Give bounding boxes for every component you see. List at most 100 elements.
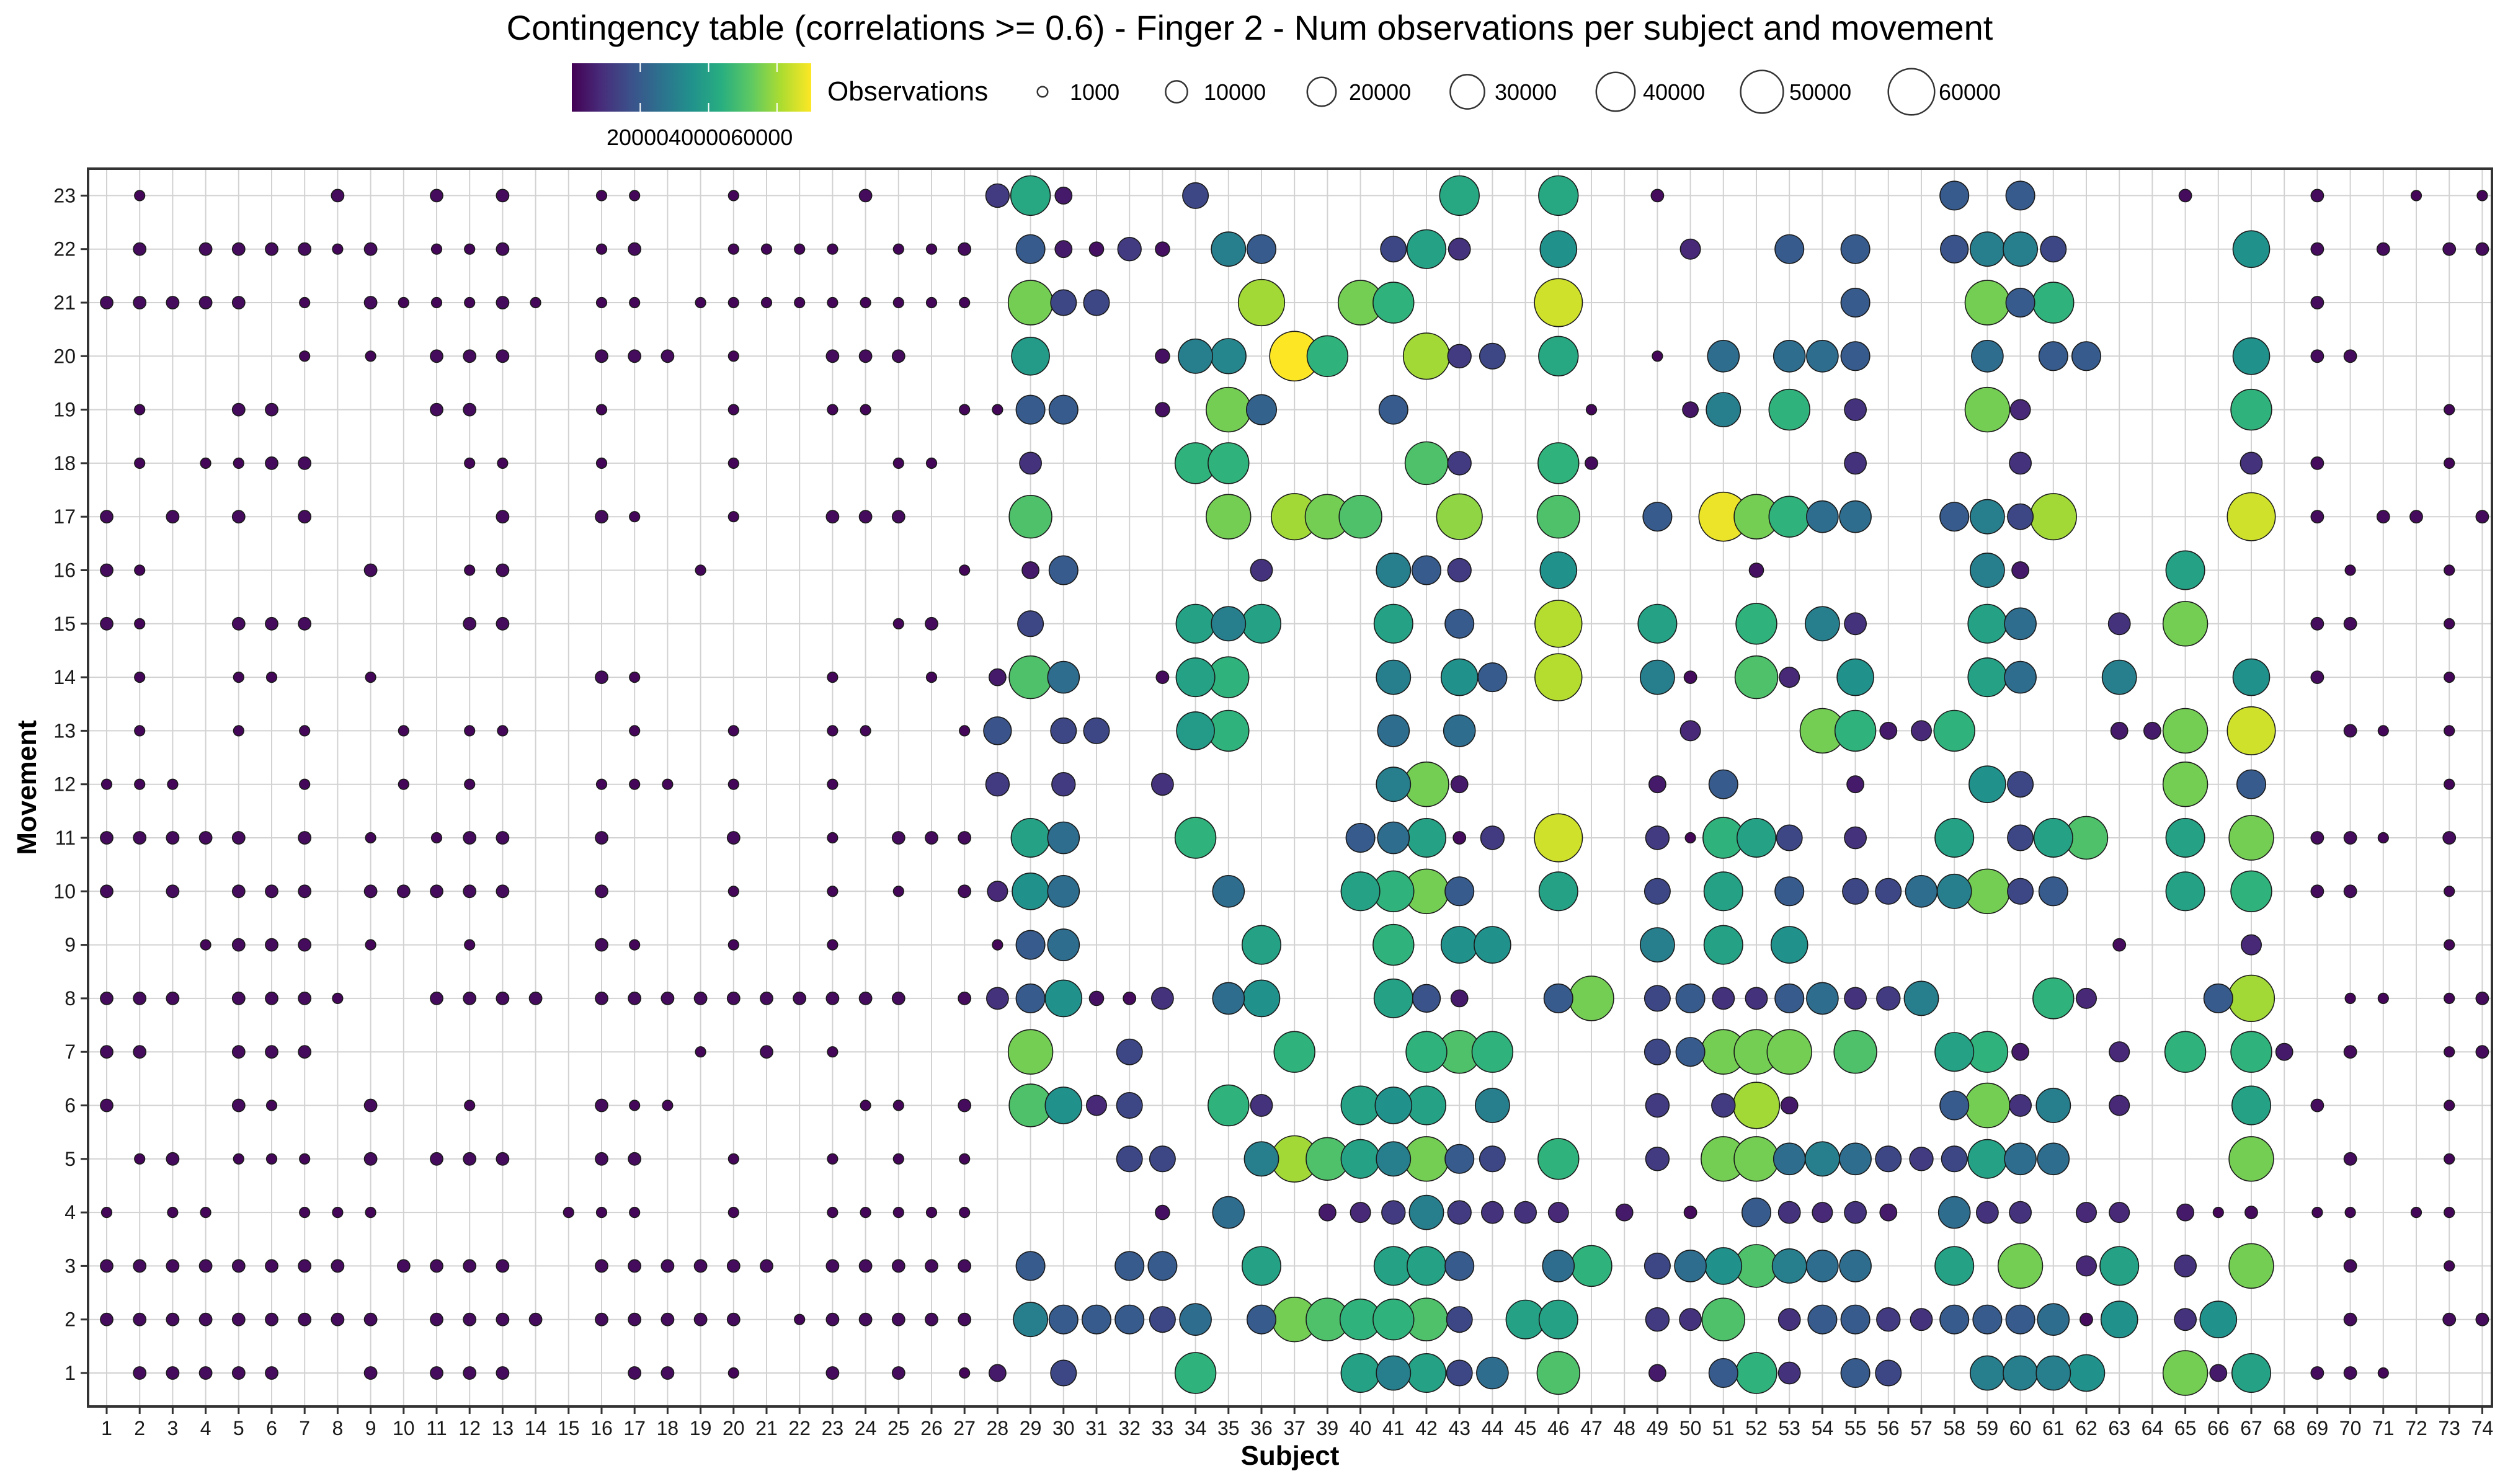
point-s45-m2 bbox=[1538, 1299, 1578, 1340]
point-s43-m11 bbox=[1480, 825, 1505, 850]
point-s45-m10 bbox=[1538, 871, 1578, 912]
point-s17-m8 bbox=[628, 992, 642, 1005]
point-s54-m1 bbox=[1840, 1358, 1871, 1388]
point-s7-m13 bbox=[299, 725, 311, 737]
point-s32-m22 bbox=[1117, 237, 1142, 262]
point-s62-m15 bbox=[2107, 612, 2131, 636]
point-s24-m13 bbox=[860, 725, 871, 737]
point-s25-m18 bbox=[892, 457, 904, 469]
x-axis: 1 2 3 4 5 6 7 8 9 10 11 12 13 14 15 16 17 18 19 20 21 22 23 24 2… bbox=[101, 1406, 2493, 1439]
point-s29-m3 bbox=[1015, 1251, 1046, 1281]
point-s62-m13 bbox=[2110, 722, 2129, 740]
panel-border bbox=[87, 167, 2493, 1408]
point-s52-m6 bbox=[1780, 1096, 1799, 1114]
point-s20-m19 bbox=[727, 404, 739, 415]
point-s66-m6 bbox=[2231, 1085, 2272, 1126]
point-s27-m4 bbox=[959, 1206, 971, 1219]
point-s50-m2 bbox=[1701, 1297, 1746, 1341]
point-s48-m23 bbox=[1650, 189, 1665, 203]
point-s29-m8 bbox=[1015, 983, 1046, 1013]
point-s1-m4 bbox=[100, 1206, 113, 1219]
point-s20-m3 bbox=[726, 1259, 741, 1273]
point-s29-m11 bbox=[1010, 818, 1051, 858]
point-s48-m7 bbox=[1644, 1038, 1671, 1065]
point-s22-m21 bbox=[794, 296, 806, 309]
point-s40-m21 bbox=[1372, 282, 1415, 324]
point-s55-m10 bbox=[1875, 878, 1902, 905]
point-s9-m1 bbox=[363, 1366, 378, 1380]
point-s31-m22 bbox=[1088, 241, 1105, 257]
y-tick-label-23: 23 bbox=[53, 184, 76, 207]
point-s58-m2 bbox=[1972, 1304, 2003, 1335]
x-tick-label-12: 12 bbox=[458, 1417, 481, 1439]
point-s25-m6 bbox=[892, 1100, 904, 1111]
point-s10-m13 bbox=[398, 725, 409, 737]
point-s6-m14 bbox=[265, 671, 278, 683]
point-s5-m21 bbox=[231, 296, 246, 309]
point-s3-m1 bbox=[166, 1366, 180, 1380]
point-s17-m3 bbox=[628, 1259, 642, 1273]
point-s2-m15 bbox=[134, 618, 146, 629]
point-s41-m4 bbox=[1408, 1194, 1444, 1230]
point-s30-m13 bbox=[1050, 717, 1077, 744]
point-s2-m13 bbox=[134, 725, 146, 737]
point-s19-m7 bbox=[695, 1046, 706, 1058]
point-s31-m2 bbox=[1082, 1304, 1112, 1335]
point-s54-m7 bbox=[1833, 1029, 1877, 1074]
point-s48-m2 bbox=[1645, 1307, 1670, 1332]
point-s64-m23 bbox=[2178, 189, 2192, 203]
point-s53-m5 bbox=[1804, 1141, 1840, 1177]
point-s13-m16 bbox=[496, 563, 510, 577]
point-s12-m18 bbox=[464, 457, 476, 469]
point-s52-m2 bbox=[1777, 1308, 1801, 1331]
point-s16-m2 bbox=[595, 1312, 608, 1326]
point-s68-m14 bbox=[2310, 670, 2324, 685]
point-s13-m18 bbox=[497, 457, 509, 469]
point-s24-m23 bbox=[858, 189, 873, 203]
size-key-label-60000: 60000 bbox=[1939, 79, 2001, 105]
point-s26-m2 bbox=[925, 1312, 938, 1326]
point-s54-m4 bbox=[1844, 1201, 1867, 1224]
point-s22-m22 bbox=[794, 243, 806, 255]
point-s72-m13 bbox=[2444, 725, 2455, 737]
point-s73-m7 bbox=[2475, 1045, 2489, 1059]
point-s4-m11 bbox=[198, 831, 213, 845]
point-s18-m20 bbox=[661, 349, 675, 363]
point-s13-m23 bbox=[496, 189, 510, 203]
point-s11-m5 bbox=[430, 1152, 443, 1166]
point-s2-m2 bbox=[133, 1312, 147, 1326]
x-tick-label-23: 23 bbox=[822, 1417, 844, 1439]
x-tick-label-39: 39 bbox=[1317, 1417, 1339, 1439]
point-s25-m10 bbox=[892, 886, 904, 897]
point-s32-m8 bbox=[1123, 992, 1137, 1005]
point-s54-m20 bbox=[1840, 341, 1871, 371]
point-s20-m20 bbox=[727, 350, 739, 362]
point-s59-m3 bbox=[1997, 1243, 2044, 1289]
point-s20-m5 bbox=[727, 1153, 739, 1165]
point-s36-m6 bbox=[1250, 1094, 1273, 1117]
point-s7-m8 bbox=[298, 992, 312, 1005]
point-s7-m2 bbox=[298, 1312, 312, 1326]
point-s58-m5 bbox=[1967, 1139, 2008, 1179]
point-s12-m20 bbox=[463, 349, 477, 363]
point-s58-m6 bbox=[1964, 1082, 2011, 1129]
point-s64-m1 bbox=[2162, 1350, 2209, 1396]
point-s26-m11 bbox=[925, 831, 938, 845]
point-s52-m14 bbox=[1779, 667, 1800, 688]
x-tick-label-35: 35 bbox=[1217, 1417, 1240, 1439]
point-s18-m1 bbox=[661, 1366, 675, 1380]
point-s12-m1 bbox=[463, 1366, 477, 1380]
point-s23-m5 bbox=[827, 1153, 839, 1165]
point-s72-m19 bbox=[2444, 404, 2455, 415]
point-s59-m7 bbox=[2011, 1042, 2030, 1061]
point-s59-m21 bbox=[2005, 287, 2035, 318]
x-tick-label-56: 56 bbox=[1877, 1417, 1900, 1439]
point-s64-m4 bbox=[2176, 1203, 2195, 1222]
point-s45-m23 bbox=[1538, 175, 1579, 216]
point-s5-m18 bbox=[233, 457, 244, 469]
point-s64-m12 bbox=[2162, 761, 2209, 807]
point-s2-m22 bbox=[133, 242, 147, 256]
point-s56-m2 bbox=[1910, 1308, 1933, 1331]
point-s48-m5 bbox=[1645, 1147, 1670, 1171]
point-s72-m6 bbox=[2444, 1100, 2455, 1111]
